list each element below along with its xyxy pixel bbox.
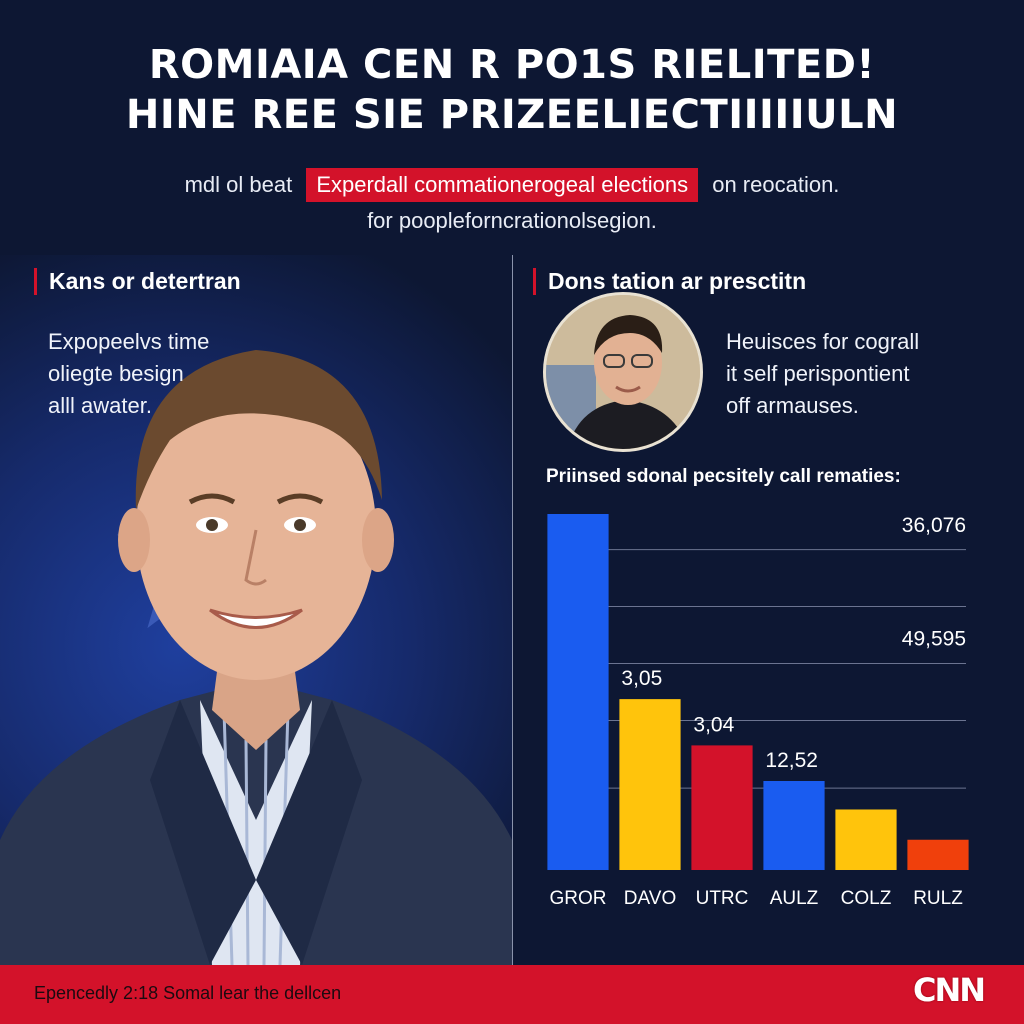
left-text-line: oliegte besign [48, 361, 184, 386]
bar-davo [619, 699, 681, 870]
headline: ROMIAIA CEN R PO1S RIELITED! HINE REE SI… [0, 40, 1024, 140]
right-text-line: it self perispontient [726, 361, 910, 386]
subheadline-highlight: Experdall commationerogeal elections [306, 168, 699, 202]
x-tick-label: AULZ [770, 888, 819, 909]
left-text-line: alll awater. [48, 393, 152, 418]
x-tick-label: UTRC [696, 888, 749, 909]
chart-title: Priinsed sdonal pecsitely call rematies: [546, 466, 901, 487]
cnn-logo: CNN [912, 971, 986, 1009]
avatar-photo [546, 295, 700, 449]
candidate-avatar [543, 292, 703, 452]
x-tick-label: RULZ [913, 888, 963, 909]
left-panel-text: Expopeelvs time oliegte besign alll awat… [48, 326, 209, 422]
right-text-line: Heuisces for cograll [726, 329, 920, 354]
right-panel-text: Heuisces for cograll it self perispontie… [726, 326, 919, 422]
bar-rulz [907, 839, 969, 870]
left-text-line: Expopeelvs time [48, 329, 210, 354]
subheadline: mdl ol beat Experdall commationerogeal e… [0, 168, 1024, 202]
x-tick-label: GROR [550, 888, 607, 909]
panel-divider [512, 255, 513, 965]
right-text-line: off armauses. [726, 393, 859, 418]
subheadline-line-2: for poopleforncrationolsegion. [367, 208, 657, 233]
candidate-portrait [0, 350, 512, 965]
x-tick-label: COLZ [841, 888, 892, 909]
bar-gror [547, 514, 609, 870]
bar-value-label: 12,52 [765, 749, 818, 772]
headline-line-2: HINE REE SIE PRIZEELIECTIIIIIULN [125, 92, 899, 138]
bar-aulz [763, 781, 825, 870]
footer-bar: Epencedly 2:18 Somal lear the dellcen CN… [0, 965, 1024, 1024]
x-tick-label: DAVO [624, 888, 676, 909]
subheadline-prefix: mdl ol beat [184, 172, 293, 197]
side-value-label: 49,595 [902, 628, 966, 651]
bar-value-label: 3,05 [621, 667, 662, 690]
subheadline-suffix: on reocation. [712, 172, 840, 197]
right-panel-heading: Dons tation ar presctitn [533, 268, 806, 295]
side-value-label: 36,076 [902, 514, 966, 537]
bar-colz [835, 809, 897, 870]
headline-line-1: ROMIAIA CEN R PO1S RIELITED! [148, 42, 876, 88]
left-panel-heading: Kans or detertran [34, 268, 241, 295]
bar-utrc [691, 745, 753, 870]
bar-value-label: 3,04 [693, 713, 734, 736]
footer-text: Epencedly 2:18 Somal lear the dellcen [34, 983, 342, 1003]
bar-chart: GROR DAVO 3,05 UTRC 3,04 AULZ 12,52 COLZ RULZ 36,… [547, 514, 969, 909]
